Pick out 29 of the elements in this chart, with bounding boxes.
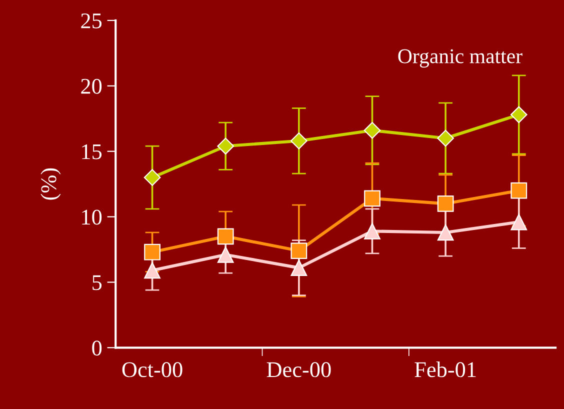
point (510, 214, 528, 230)
point (364, 122, 381, 139)
point (510, 182, 528, 199)
x-tick-label: Oct-00 (122, 362, 182, 378)
point (217, 228, 234, 245)
point (144, 262, 160, 279)
y-tick-label: 20 (81, 78, 102, 94)
point (144, 244, 160, 260)
y-tick-label: 10 (82, 210, 102, 225)
y-tick-label: 5 (92, 275, 102, 290)
series-label: Organic matter (398, 49, 522, 68)
point (290, 132, 308, 150)
y-tick-label: 15 (82, 144, 102, 160)
point (510, 106, 528, 124)
point (217, 138, 234, 155)
x-tick-label: Dec-00 (266, 362, 331, 378)
point (290, 242, 308, 259)
point (437, 195, 454, 212)
point (364, 222, 380, 240)
point (290, 260, 308, 276)
point (364, 190, 380, 207)
point (437, 224, 454, 241)
x-tick-label: Feb-01 (414, 362, 476, 378)
y-tick-label: 25 (81, 13, 102, 28)
point (437, 130, 454, 147)
point (144, 169, 161, 186)
y-axis-title: (%) (40, 168, 61, 200)
y-tick-label: 0 (92, 340, 102, 356)
point (217, 246, 234, 263)
